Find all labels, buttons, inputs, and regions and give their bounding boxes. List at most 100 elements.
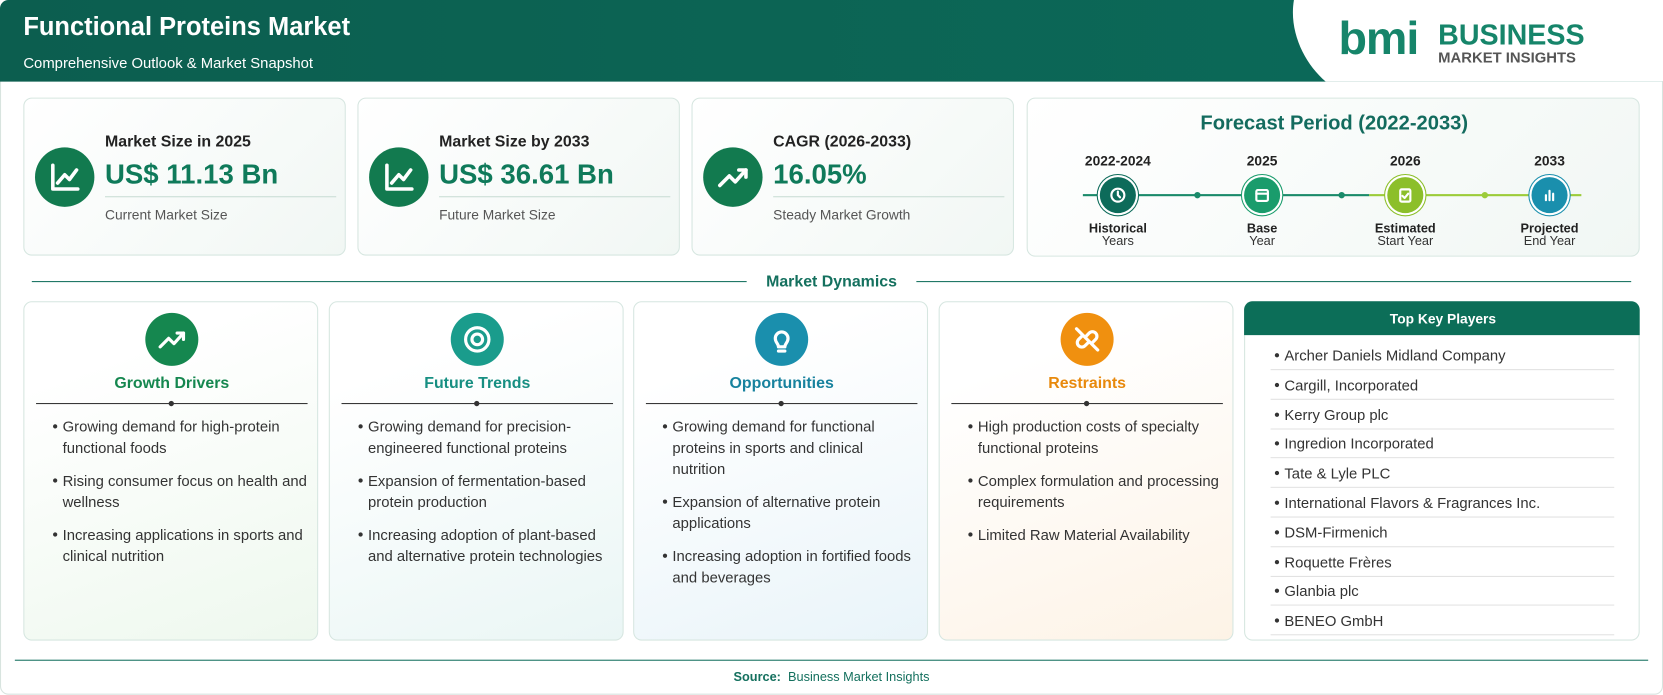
section-rule-dot [168,400,174,407]
timeline-dot [1481,191,1489,199]
logo-mark: bmi [1338,12,1419,65]
player-rule [1270,575,1615,577]
dynamics-card: Growth Drivers Growing demand for high-pr… [23,301,319,641]
metric-value: US$ 11.13 Bn [104,158,279,190]
metric-rule [773,196,1005,198]
icon [703,147,763,207]
icon-glyph [718,168,748,188]
section-item: Expansion of fermentation-based protein … [358,470,614,512]
source-text: Business Market Insights [788,669,930,685]
stage-years: 2025 [1246,152,1278,169]
section-rule-dot [778,400,784,407]
player-name: International Flavors & Fragrances Inc. [1274,492,1540,513]
player-name: Glanbia plc [1274,581,1359,602]
stage-years: 2026 [1389,152,1421,169]
section-item: Growing demand for precision-engineered … [358,416,614,458]
icon [1531,177,1568,214]
player-name: DSM-Firmenich [1274,522,1388,543]
player-rule [1270,545,1615,548]
player-rule [1270,428,1615,430]
icon [1387,177,1424,214]
stage-sublabel: Years [1101,233,1134,249]
metric-card: Market Size by 2033 US$ 36.61 Bn Future Ma… [357,97,680,256]
footer-line [14,659,1649,661]
stage-sublabel: End Year [1523,233,1576,249]
player-name: Tate & Lyle PLC [1274,463,1390,484]
metric-card: CAGR (2026-2033) 16.05% Steady Market Grow… [691,97,1014,256]
stage-label: Historical [1088,220,1147,236]
player-rule [1270,398,1615,400]
page-subtitle: Comprehensive Outlook & Market Snapshot [23,54,314,72]
player-rule [1270,457,1615,459]
player-rule [1270,487,1615,489]
icon-glyph [1255,189,1269,203]
source-label: Source: [733,669,781,685]
section-rule-dot [474,400,480,407]
section-title: Growth Drivers [114,374,230,393]
section-title: Opportunities [729,374,834,393]
icon-glyph [1074,327,1100,352]
metric-label: CAGR (2026-2033) [773,132,912,151]
player-rule [1270,634,1615,636]
section-item: Growing demand for functional proteins i… [662,416,918,480]
logo-line2: MARKET INSIGHTS [1438,48,1576,66]
icon-glyph [1544,189,1555,202]
timeline-dot [1194,191,1201,199]
timeline-dot [1338,191,1345,199]
metric-rule [104,196,337,198]
section-item: Increasing adoption in fortified foods a… [662,545,918,587]
stage-years: 2022-2024 [1084,152,1151,169]
logo-line1: BUSINESS [1438,19,1585,51]
page-title: Functional Proteins Market [23,12,351,42]
logo-panel [1292,0,1663,82]
section-item: Complex formulation and processing requi… [968,470,1224,512]
metric-card: Market Size in 2025 US$ 11.13 Bn Current M… [23,97,346,256]
player-name: Roquette Frères [1274,551,1392,572]
player-rule [1270,516,1615,518]
section-rule-dot [1083,400,1090,407]
players-card: Top Key Players Archer Daniels Midland Co… [1244,301,1640,641]
icon-glyph [773,330,790,353]
icon [34,147,95,207]
metric-label: Market Size in 2025 [104,132,251,151]
section-item: Increasing applications in sports and cl… [53,524,309,566]
section-item: Growing demand for high-protein function… [53,416,309,458]
section-item: Limited Raw Material Availability [968,524,1224,545]
stage-sublabel: Start Year [1377,233,1434,249]
section-item: Increasing adoption of plant-based and a… [358,524,614,566]
forecast-title: Forecast Period (2022-2033) [1200,112,1469,135]
icon [1060,312,1114,366]
metric-value: US$ 36.61 Bn [439,158,614,190]
stage-sublabel: Year [1249,233,1275,249]
icon [450,312,504,366]
section-title: Restraints [1048,374,1127,393]
player-name: Kerry Group plc [1274,404,1388,425]
metric-label: Market Size by 2033 [439,132,590,151]
player-name: Cargill, Incorporated [1274,374,1418,395]
stage-label: Estimated [1374,220,1436,236]
forecast-card: Forecast Period (2022-2033) 2022-2024 Hist… [1026,97,1640,257]
timeline-line [1082,194,1370,197]
section-title: Future Trends [424,374,531,393]
icon-glyph [51,163,80,191]
dynamics-card: Restraints High production costs of speci… [938,301,1234,641]
player-rule [1270,369,1615,371]
metric-rule [439,196,671,198]
icon-glyph [158,331,186,349]
metric-value: 16.05% [773,158,867,190]
icon [369,147,429,207]
icon-glyph [1399,188,1412,203]
stage-label: Projected [1520,220,1579,236]
players-header [1244,301,1640,336]
dynamics-card: Opportunities Growing demand for function… [633,301,929,641]
player-name: Ingredion Incorporated [1274,433,1434,454]
section-item: High production costs of specialty funct… [968,416,1224,458]
player-rule [1270,604,1615,607]
source: Source: Business Market Insights [0,669,1663,684]
icon-glyph [1110,187,1126,203]
icon-glyph [464,326,491,353]
section-item: Rising consumer focus on health and well… [53,470,309,512]
icon [755,312,809,366]
icon [1099,177,1136,214]
